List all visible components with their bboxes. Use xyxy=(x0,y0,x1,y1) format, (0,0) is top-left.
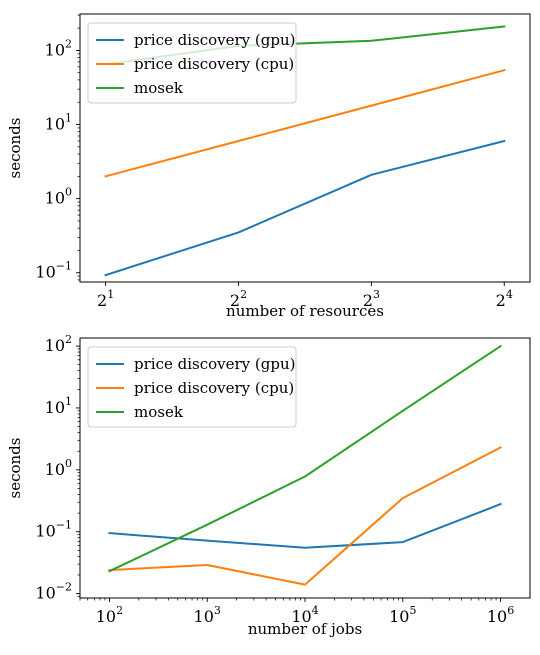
x-tick-exponent: 2 xyxy=(116,604,123,617)
y-axis-label: seconds xyxy=(6,438,24,499)
y-tick-label: 101 xyxy=(45,112,72,134)
plot-frame xyxy=(79,13,531,283)
y-tick-exponent: 2 xyxy=(65,37,72,50)
x-tick-base: 10 xyxy=(194,607,214,626)
x-tick-base: 10 xyxy=(487,607,507,626)
y-tick-label: 10−1 xyxy=(35,519,72,541)
y-tick-base: 10 xyxy=(45,40,65,59)
series-line-1 xyxy=(108,446,502,586)
series-line-1 xyxy=(104,68,506,178)
legend-label-0: price discovery (gpu) xyxy=(134,355,295,373)
x-tick-base: 10 xyxy=(96,607,116,626)
legend-label-2: mosek xyxy=(134,403,184,421)
y-tick-exponent: 0 xyxy=(65,457,72,470)
x-tick-base: 2 xyxy=(496,291,506,310)
series-line-0 xyxy=(104,139,506,277)
x-tick-label: 105 xyxy=(389,604,416,626)
y-tick-exponent: 1 xyxy=(65,395,72,408)
x-tick-label: 21 xyxy=(97,288,114,310)
y-tick-exponent: −2 xyxy=(56,581,72,594)
y-tick-base: 10 xyxy=(45,336,65,355)
x-tick-label: 104 xyxy=(291,604,318,626)
x-tick-base: 2 xyxy=(363,291,373,310)
x-tick-base: 10 xyxy=(389,607,409,626)
y-tick-label: 100 xyxy=(45,186,72,208)
y-tick-exponent: 0 xyxy=(65,186,72,199)
x-tick-exponent: 3 xyxy=(214,604,221,617)
y-tick-label: 102 xyxy=(45,333,72,355)
x-tick-exponent: 1 xyxy=(107,288,114,301)
x-axis-label: number of resources xyxy=(226,302,384,320)
y-tick-label: 102 xyxy=(45,37,72,59)
x-tick-label: 22 xyxy=(230,288,247,310)
y-tick-label: 100 xyxy=(45,457,72,479)
y-tick-base: 10 xyxy=(45,189,65,208)
x-tick-base: 10 xyxy=(291,607,311,626)
y-tick-base: 10 xyxy=(45,460,65,479)
legend-label-1: price discovery (cpu) xyxy=(134,55,294,73)
x-tick-label: 23 xyxy=(363,288,380,310)
legend-label-2: mosek xyxy=(134,79,184,97)
x-tick-exponent: 2 xyxy=(240,288,247,301)
y-tick-exponent: 1 xyxy=(65,112,72,125)
x-tick-exponent: 5 xyxy=(409,604,416,617)
x-tick-exponent: 3 xyxy=(373,288,380,301)
y-tick-base: 10 xyxy=(35,584,55,603)
x-tick-exponent: 6 xyxy=(507,604,514,617)
legend-label-0: price discovery (gpu) xyxy=(134,31,295,49)
legend-label-1: price discovery (cpu) xyxy=(134,379,294,397)
x-tick-label: 102 xyxy=(96,604,123,626)
y-axis-label: seconds xyxy=(6,118,24,179)
y-tick-base: 10 xyxy=(45,115,65,134)
legend-box xyxy=(87,346,297,428)
x-tick-label: 103 xyxy=(194,604,221,626)
legend-box xyxy=(87,22,297,104)
y-tick-exponent: −1 xyxy=(56,519,72,532)
x-tick-label: 24 xyxy=(496,288,513,310)
x-tick-exponent: 4 xyxy=(312,604,319,617)
series-line-2 xyxy=(108,344,502,573)
y-tick-base: 10 xyxy=(35,263,55,282)
y-tick-base: 10 xyxy=(45,398,65,417)
y-tick-base: 10 xyxy=(35,522,55,541)
series-line-0 xyxy=(108,502,502,549)
x-axis-label: number of jobs xyxy=(248,620,362,638)
y-tick-label: 101 xyxy=(45,395,72,417)
x-tick-base: 2 xyxy=(230,291,240,310)
x-tick-label: 106 xyxy=(487,604,514,626)
x-tick-base: 2 xyxy=(97,291,107,310)
legend: price discovery (gpu) price discovery (cp… xyxy=(87,346,297,428)
y-tick-label: 10−2 xyxy=(35,581,72,603)
x-tick-exponent: 4 xyxy=(506,288,513,301)
legend: price discovery (gpu) price discovery (cp… xyxy=(87,22,297,104)
y-tick-exponent: −1 xyxy=(56,260,72,273)
y-tick-exponent: 2 xyxy=(65,333,72,346)
y-tick-label: 10−1 xyxy=(35,260,72,282)
